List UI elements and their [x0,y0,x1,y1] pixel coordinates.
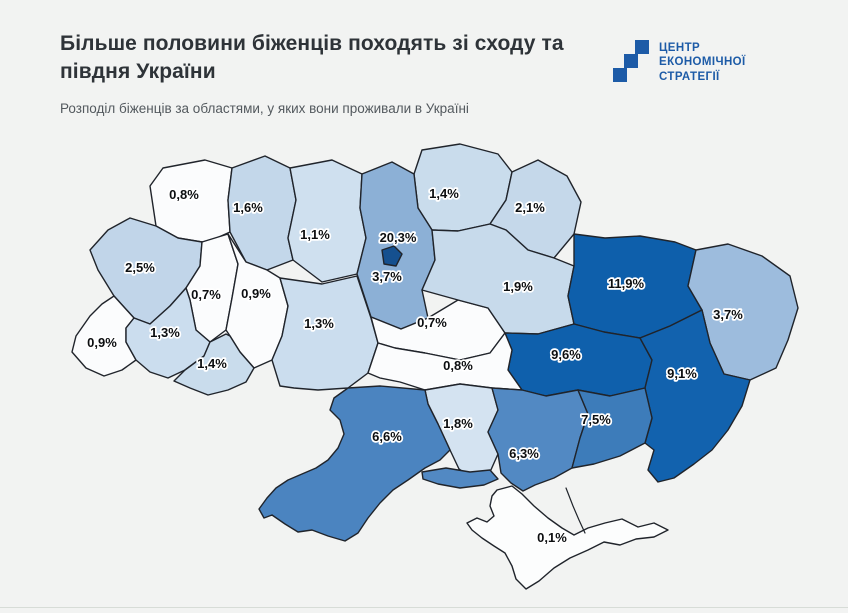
ces-logo[interactable]: ЦЕНТР ЕКОНОМІЧНОЇ СТРАТЕГІЇ [612,38,802,89]
region-lviv-value-label: 2,5% [125,260,155,275]
chart-title: Більше половини біженців походять зі схо… [60,32,564,83]
map-decorations [421,467,586,534]
region-ivano_frankivsk-value-label: 1,3% [150,325,180,340]
region-kyiv_city-value-label: 20,3% [380,230,417,245]
region-vinnytsia[interactable] [271,275,379,391]
region-kirovohrad[interactable] [367,332,523,391]
region-kherson[interactable] [487,387,589,492]
region-zaporizhzhia[interactable] [571,387,653,469]
region-volyn-value-label: 0,8% [169,187,199,202]
region-kyiv_oblast[interactable] [356,161,436,330]
region-sumy-value-label: 2,1% [515,200,545,215]
region-kherson-value-label: 6,3% [509,446,539,461]
region-ternopil-value-label: 0,7% [191,287,221,302]
ces-logo-line-3: СТРАТЕГІЇ [659,70,720,83]
region-zhytomyr[interactable] [287,159,367,283]
region-kyiv_city[interactable] [381,245,403,267]
region-vinnytsia-value-label: 1,3% [304,316,334,331]
region-khmelnytskyi-value-label: 0,9% [241,286,271,301]
region-crimea-value-label: 0,1% [537,530,567,545]
region-luhansk-value-label: 3,7% [713,307,743,322]
ces-logo-line-2: ЕКОНОМІЧНОЇ [659,56,746,69]
region-crimea[interactable] [466,485,669,590]
region-zhytomyr-value-label: 1,1% [300,227,330,242]
region-odesa-value-label: 6,6% [372,429,402,444]
kinburn-spit [421,467,499,489]
region-chernivtsi[interactable] [173,333,255,396]
region-khmelnytskyi[interactable] [225,233,289,369]
map-container: 0,8% 1,6% 1,1% 1,4% 2,1% 2,5% 0,7% 0,9% 0,9% 1,3%… [60,138,800,608]
ces-logo-text: ЦЕНТР ЕКОНОМІЧНОЇ СТРАТЕГІЇ [659,38,746,84]
region-chernihiv-value-label: 1,4% [429,186,459,201]
region-cherkasy-value-label: 0,7% [417,315,447,330]
region-kirovohrad-value-label: 0,8% [443,358,473,373]
region-kharkiv-value-label: 11,9% [608,276,645,291]
region-zaporizhzhia-value-label: 7,5% [581,412,611,427]
ukraine-choropleth-map: 0,8% 1,6% 1,1% 1,4% 2,1% 2,5% 0,7% 0,9% 0,9% 1,3%… [71,143,799,590]
header: Більше половини біженців походять зі схо… [60,30,616,118]
region-kyiv_oblast-value-label: 3,7% [372,269,402,284]
chart-subtitle: Розподіл біженців за областями, у яких в… [60,101,469,117]
ces-steps-logo-icon [612,40,650,89]
oblast-labels: 0,8% 1,6% 1,1% 1,4% 2,1% 2,5% 0,7% 0,9% 0,9% 1,3%… [85,184,744,546]
region-donetsk-value-label: 9,1% [667,366,697,381]
region-odesa[interactable] [258,385,451,542]
region-rivne-value-label: 1,6% [233,200,263,215]
ces-logo-line-1: ЦЕНТР [659,42,701,54]
region-dnipropetrovsk-value-label: 9,6% [551,347,581,362]
arabat-spit [565,487,586,534]
region-mykolaiv-value-label: 1,8% [443,416,473,431]
region-zakarpattia-value-label: 0,9% [87,335,117,350]
region-chernivtsi-value-label: 1,4% [197,356,227,371]
region-poltava-value-label: 1,9% [503,279,533,294]
oblast-shapes [71,143,799,590]
